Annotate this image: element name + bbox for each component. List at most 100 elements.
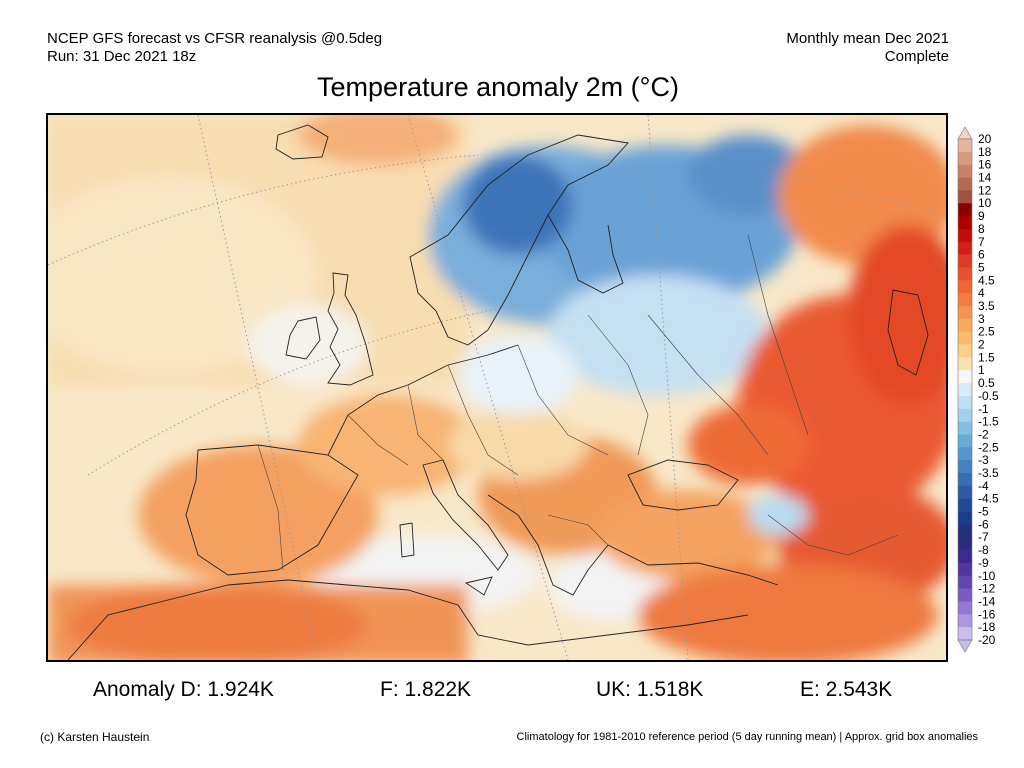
- legend-label: -6: [978, 517, 989, 531]
- legend-swatch: [958, 537, 972, 551]
- legend-label: -4.5: [978, 492, 999, 506]
- legend-label: -3.5: [978, 466, 999, 480]
- legend-swatch: [958, 293, 972, 307]
- legend-label: 2: [978, 338, 985, 352]
- legend-label: -5: [978, 505, 989, 519]
- header-right: Monthly mean Dec 2021 Complete: [786, 30, 949, 66]
- legend-label: 12: [978, 183, 992, 197]
- period-label: Monthly mean Dec 2021: [786, 30, 949, 47]
- legend-swatch: [958, 395, 972, 410]
- legend-label: -2: [978, 427, 989, 441]
- legend-label: 18: [978, 145, 992, 159]
- legend-label: 1.5: [978, 350, 995, 364]
- legend-label: 4: [978, 286, 985, 300]
- legend-label: -4: [978, 479, 989, 493]
- legend-swatch: [958, 408, 972, 422]
- anomaly-france: F: 1.822K: [380, 678, 472, 701]
- legend-swatch: [958, 241, 972, 255]
- anomaly-map: [46, 113, 948, 662]
- legend-swatch: [958, 511, 972, 525]
- legend-swatch: [958, 383, 972, 397]
- legend-swatch: [958, 228, 972, 243]
- legend-arrow-bottom: [957, 639, 973, 653]
- credit: (c) Karsten Haustein: [40, 730, 150, 744]
- legend-swatch: [958, 588, 972, 602]
- legend-label: -14: [978, 594, 996, 608]
- legend-label: 3: [978, 312, 985, 326]
- anomaly-spain: E: 2.543K: [800, 678, 893, 701]
- legend-swatch: [958, 318, 972, 332]
- legend-label: -10: [978, 569, 996, 583]
- legend-swatch: [958, 190, 972, 204]
- legend-swatch: [958, 151, 972, 165]
- legend-label: 14: [978, 171, 992, 185]
- country-borders: [257, 234, 899, 571]
- status-label: Complete: [884, 48, 949, 65]
- legend-label: 20: [978, 132, 992, 146]
- legend-swatch: [958, 498, 972, 512]
- legend-swatch: [958, 331, 972, 345]
- legend-label: -7: [978, 530, 989, 544]
- legend-arrow-top: [957, 126, 973, 140]
- legend-swatch: [958, 280, 972, 294]
- legend-swatch: [958, 306, 972, 320]
- color-scale-graphic: 201816141210987654.543.532.521.510.5-0.5…: [957, 126, 999, 653]
- climatology-note: Climatology for 1981-2010 reference peri…: [516, 731, 978, 743]
- legend-label: 6: [978, 248, 985, 262]
- legend-outline: [957, 138, 973, 641]
- legend-swatch: [958, 562, 972, 577]
- legend-label: -0.5: [978, 389, 999, 403]
- legend-label: -20: [978, 633, 996, 647]
- legend-label: 0.5: [978, 376, 995, 390]
- legend-label: 8: [978, 222, 985, 236]
- legend-label: 3.5: [978, 299, 995, 313]
- legend-swatch: [958, 203, 972, 217]
- map-title: Temperature anomaly 2m (°C): [317, 72, 679, 102]
- legend-swatch: [958, 139, 972, 153]
- legend-label: -8: [978, 543, 989, 557]
- anomaly-shading: [48, 115, 946, 660]
- legend-label: 1: [978, 363, 985, 377]
- legend-swatch: [958, 421, 972, 435]
- legend-label: -16: [978, 607, 996, 621]
- legend-label: -18: [978, 620, 996, 634]
- run-time: Run: 31 Dec 2021 18z: [47, 48, 197, 65]
- legend-swatch: [958, 601, 972, 615]
- legend-label: 2.5: [978, 325, 995, 339]
- legend-swatch: [958, 460, 972, 474]
- legend-swatch: [958, 216, 972, 230]
- legend-label: -1.5: [978, 415, 999, 429]
- legend-swatch: [958, 254, 972, 268]
- legend-swatch: [958, 370, 972, 384]
- legend-swatch: [958, 485, 972, 499]
- legend-swatch: [958, 177, 972, 191]
- legend-swatch: [958, 344, 972, 358]
- legend-label: -12: [978, 582, 996, 596]
- legend-label: 10: [978, 196, 992, 210]
- legend-swatch: [958, 524, 972, 538]
- legend-swatch: [958, 550, 972, 564]
- model-description: NCEP GFS forecast vs CFSR reanalysis @0.…: [47, 30, 383, 47]
- graticule: [48, 115, 946, 660]
- header-left: NCEP GFS forecast vs CFSR reanalysis @0.…: [47, 30, 382, 66]
- legend-label: 9: [978, 209, 985, 223]
- legend-swatch: [958, 434, 972, 448]
- legend-label: -1: [978, 402, 989, 416]
- legend-label: -3: [978, 453, 989, 467]
- legend-label: 4.5: [978, 273, 995, 287]
- legend-label: 7: [978, 235, 985, 249]
- anomaly-uk: UK: 1.518K: [596, 678, 704, 701]
- legend-label: -2.5: [978, 440, 999, 454]
- legend-swatch: [958, 357, 972, 371]
- legend-swatch: [958, 614, 972, 628]
- color-scale-legend: 20 18 16 14 12 10 9 8 7 6 5 4.5 4 3.5 3 2.5 2 1.5 1 0.5 -0.5…: [957, 126, 1018, 653]
- regional-anomaly-stats: Anomaly D: 1.924K F: 1.822K UK: 1.518K E…: [0, 678, 1024, 706]
- legend-swatch: [958, 627, 972, 641]
- legend-label: -9: [978, 556, 989, 570]
- coastlines: [67, 124, 929, 660]
- legend-label: 16: [978, 158, 992, 172]
- legend-swatch: [958, 164, 972, 178]
- legend-swatch: [958, 473, 972, 487]
- anomaly-germany: Anomaly D: 1.924K: [93, 678, 274, 701]
- legend-swatch: [958, 447, 972, 461]
